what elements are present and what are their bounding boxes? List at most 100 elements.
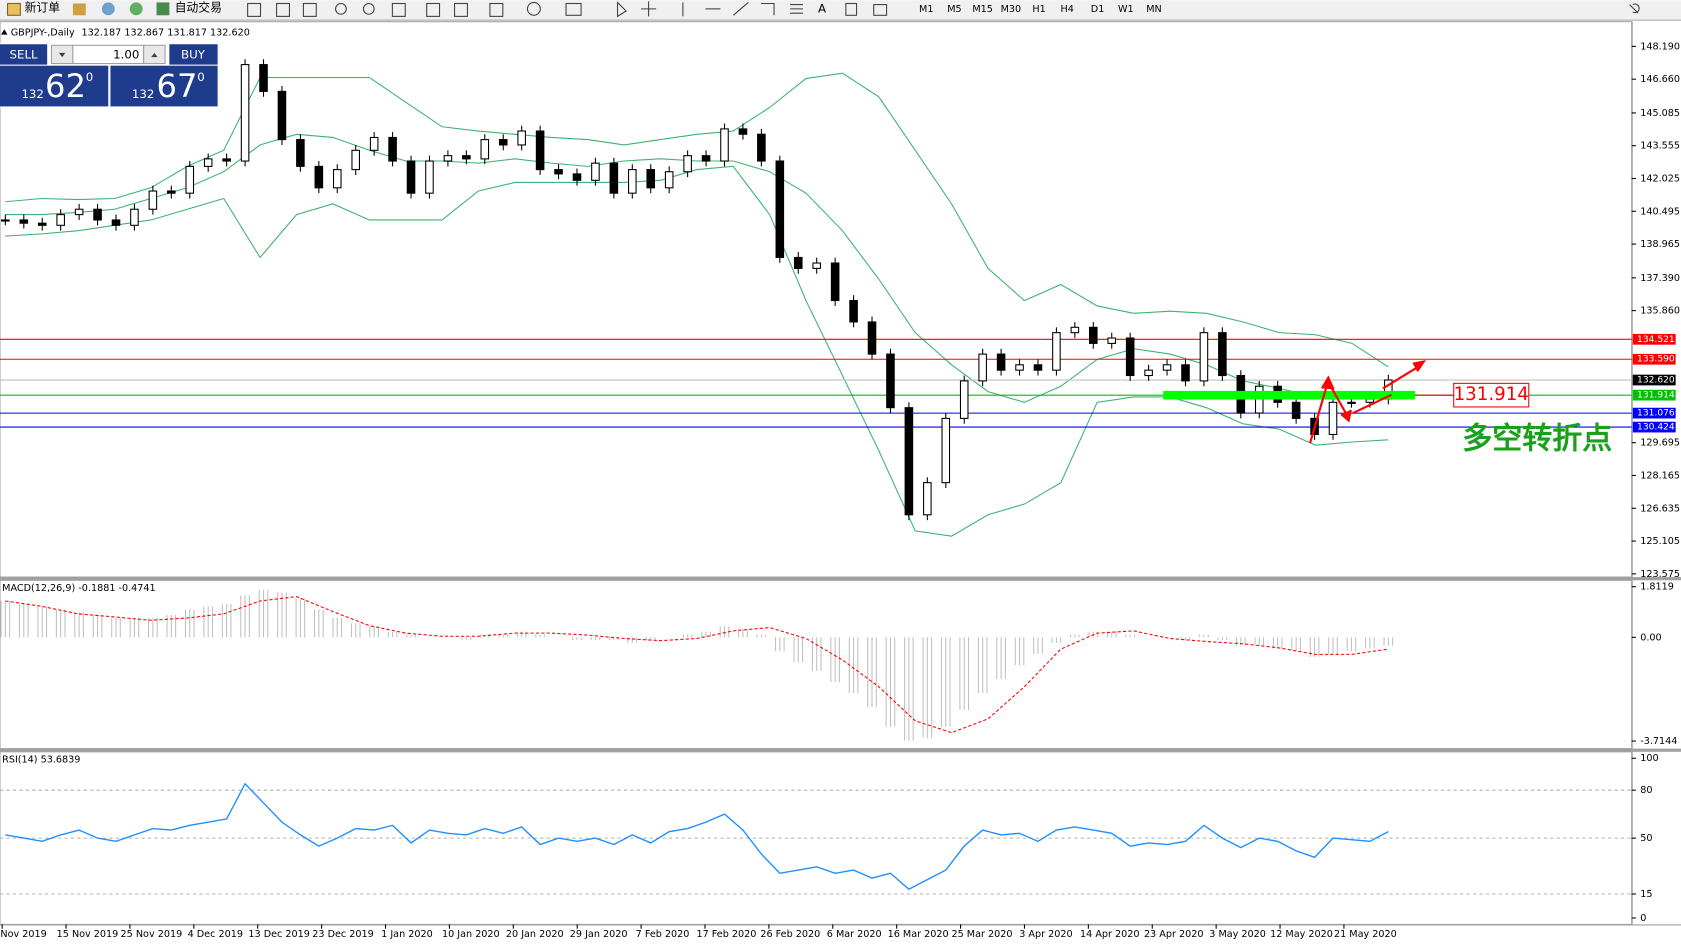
date-label: 29 Jan 2020 [570,929,628,940]
candle-body [1052,332,1061,371]
price-level-tag [1632,353,1676,365]
price-tick-label: 135.860 [1640,306,1680,317]
sell-button[interactable] [0,44,48,65]
buy-price-box[interactable] [110,65,218,107]
date-label: 4 Dec 2019 [188,929,243,940]
timeframe-button[interactable]: D1 [1091,4,1105,15]
candle-body [369,136,379,151]
chart-layer: 148.190 146.660 145.085 143.555 142.025 140.4… [0,41,1680,940]
macd-tick-label: -3.7144 [1640,736,1677,747]
candle-body [1218,332,1227,377]
candle-body [978,353,987,382]
timeframe-button[interactable]: MN [1146,4,1162,15]
price-level-tag [1632,421,1676,433]
candle-body [830,262,840,302]
candle-body [1,219,10,222]
timeframe-button[interactable]: M5 [947,4,961,15]
rsi-label: RSI(14) 53.6839 [2,754,80,765]
candle-body [296,139,305,167]
candle-body [683,155,692,173]
candle-body [720,128,729,162]
lot-value[interactable]: 1.00 [113,47,139,61]
candle-body [1125,337,1135,377]
sell-price-box[interactable] [0,65,109,107]
buy-price-big: 132 [132,87,155,101]
timeframe-button[interactable]: W1 [1118,4,1134,15]
timeframe-button[interactable]: M30 [1001,4,1022,15]
timeframe-button[interactable]: H4 [1061,4,1074,15]
toolbar-icon[interactable]: A [818,1,826,15]
candle-body [203,158,213,167]
timeframe-button[interactable]: H1 [1032,4,1045,15]
price-tick-label: 123.575 [1640,569,1680,580]
candle-body [388,136,397,162]
candle-body [572,173,582,181]
date-label: 23 Apr 2020 [1144,929,1204,940]
price-level-tag [1632,374,1676,386]
candle-body [56,214,65,226]
bollinger-upper [5,72,1389,368]
macd-tick-label: 0.00 [1640,632,1661,643]
callout-label: 131.914 [1454,384,1529,405]
candle-body [867,321,877,355]
candle-body [904,407,914,516]
sell-label[interactable]: SELL [10,47,38,61]
toolbar-icons[interactable] [247,1,888,18]
rsi-tick-label: 80 [1640,785,1652,796]
candle-body [1347,401,1356,404]
new-order-icon[interactable] [6,2,21,16]
candle-body [812,262,821,269]
candle-body [1328,401,1338,435]
price-tick-label: 125.105 [1640,536,1680,547]
timeframe-button[interactable]: M1 [919,4,933,15]
candle-body [775,160,785,258]
candle-body [1089,326,1098,344]
date-label: 16 Mar 2020 [888,929,949,940]
price-tick-label: 148.190 [1640,41,1680,52]
date-label: 12 May 2020 [1270,929,1333,940]
price-tick-label: 129.695 [1640,438,1680,449]
price-tick-label: 146.660 [1640,74,1680,85]
date-label: 13 Dec 2019 [248,929,310,940]
price-level-label: 132.620 [1637,376,1675,386]
candle-body [351,149,360,171]
candle-body [996,353,1006,371]
date-label: 25 Nov 2019 [121,929,183,940]
candle-body [609,162,619,194]
buy-button[interactable] [169,44,218,65]
date-label: 1 Jan 2020 [381,929,433,940]
candle-body [738,128,748,135]
bollinger-middle [5,133,1389,403]
candle-body [462,155,471,160]
sell-price-big: 132 [21,87,44,101]
candle-body [1070,326,1080,334]
buy-label[interactable]: BUY [181,47,206,61]
candle-body [535,130,545,171]
price-tick-label: 145.085 [1640,108,1680,119]
collapse-icon[interactable] [1,29,8,35]
price-level-label: 130.424 [1637,423,1675,433]
main-panel [0,21,1633,578]
auto-trading-icon[interactable] [156,2,170,16]
search-icon[interactable] [1629,3,1640,14]
rsi-tick-label: 100 [1640,753,1658,764]
candle-body [1199,332,1209,382]
candle-body [1181,364,1190,382]
auto-trading-button[interactable]: 自动交易 [175,0,222,14]
timeframe-button[interactable]: M15 [972,4,993,15]
candle-body [554,169,563,175]
date-label: Nov 2019 [0,929,46,940]
toolbar-icon[interactable] [72,3,86,16]
sell-price-frac: 0 [86,70,94,84]
toolbar-icon[interactable] [101,2,115,16]
date-label: 10 Jan 2020 [442,929,500,940]
candle-body [130,208,139,226]
toolbar-icon[interactable] [129,2,143,16]
new-order-button[interactable]: 新订单 [25,0,61,14]
ohlc-readout: 132.187 132.867 131.817 132.620 [81,27,249,38]
candle-body [646,169,656,189]
price-tick-label: 126.635 [1640,503,1680,514]
price-tick-label: 137.390 [1640,273,1680,284]
